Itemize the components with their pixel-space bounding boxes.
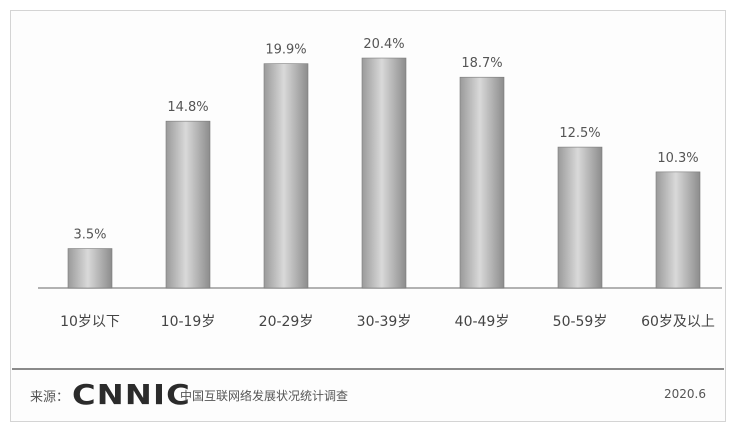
- cnnic-logo: CNNIC: [72, 378, 191, 411]
- source-name: 中国互联网络发展状况统计调查: [180, 389, 349, 403]
- bar: [655, 171, 701, 289]
- age-distribution-chart: 3.5% 10岁以下 14.8% 10-19岁 19.9% 20-29岁 20.4% 30-3…: [38, 37, 722, 330]
- category-label: 30-39岁: [357, 314, 412, 330]
- bar: [263, 63, 309, 289]
- data-label: 14.8%: [167, 100, 208, 115]
- data-label: 3.5%: [73, 228, 106, 243]
- category-label: 20-29岁: [259, 314, 314, 330]
- category-label: 60岁及以上: [641, 314, 715, 330]
- footer-divider: [12, 368, 724, 370]
- category-label: 40-49岁: [455, 314, 510, 330]
- category-label: 10-19岁: [161, 314, 216, 330]
- data-label: 19.9%: [265, 43, 306, 58]
- data-label: 12.5%: [559, 126, 600, 141]
- source-date: 2020.6: [664, 387, 706, 401]
- category-label: 50-59岁: [553, 314, 608, 330]
- category-label: 10岁以下: [60, 314, 120, 330]
- bar: [557, 146, 603, 289]
- data-label: 20.4%: [363, 37, 404, 52]
- bar: [165, 120, 211, 289]
- bar: [459, 76, 505, 289]
- source-footer: 来源： CNNIC 中国互联网络发展状况统计调查 2020.6: [30, 378, 720, 411]
- bar: [67, 248, 113, 289]
- data-label: 10.3%: [657, 151, 698, 166]
- data-label: 18.7%: [461, 56, 502, 71]
- bar: [361, 57, 407, 289]
- source-label: 来源：: [30, 390, 70, 405]
